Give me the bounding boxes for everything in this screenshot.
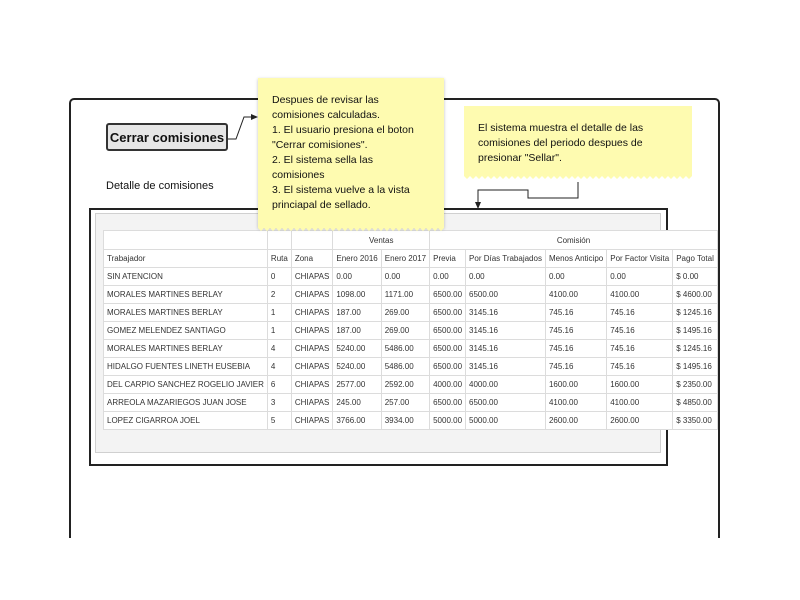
- note-line: comisiones calculadas.: [272, 109, 380, 121]
- connector-right: [477, 182, 579, 202]
- note-line: princiapal de sellado.: [272, 199, 371, 211]
- table-row: MORALES MARTINES BERLAY 2 CHIAPAS 1098.00 11…: [103, 285, 718, 304]
- column-header: Enero 2017: [380, 249, 431, 268]
- cerrar-comisiones-button[interactable]: Cerrar comisiones: [106, 123, 228, 151]
- note-right-zigzag: [464, 176, 692, 179]
- table-body: SIN ATENCION 0 CHIAPAS 0.00 0.00 0.00 0.00 0.00…: [103, 267, 718, 430]
- connector-left: [228, 116, 252, 140]
- table-row: DEL CARPIO SANCHEZ ROGELIO JAVIER 6 CHIAPA…: [103, 375, 718, 394]
- annotation-note-right: El sistema muestra el detalle de las com…: [464, 106, 692, 176]
- note-line: presionar "Sellar".: [478, 152, 562, 164]
- table-cell: LOPEZ CIGARROA JOEL: [103, 411, 268, 430]
- table-cell: 0: [266, 267, 292, 286]
- table-cell: 5000.00: [465, 411, 546, 430]
- table-cell: 2: [266, 285, 292, 304]
- commission-table: Ventas Comisión Trabajador Ruta Zona Enero …: [103, 230, 718, 430]
- table-cell: 5: [266, 411, 292, 430]
- table-cell: 3934.00: [380, 411, 431, 430]
- note-line: comisiones del periodo despues de: [478, 137, 643, 149]
- arrowhead-right: [475, 202, 481, 209]
- table-cell: 2600.00: [544, 411, 608, 430]
- table-wrapper: Ventas Comisión Trabajador Ruta Zona Enero …: [103, 230, 718, 430]
- note-line: "Cerrar comisiones".: [272, 139, 368, 151]
- note-line: Despues de revisar las: [272, 94, 379, 106]
- table-cell: $ 0.00: [672, 267, 718, 286]
- table-row: GOMEZ MELENDEZ SANTIAGO 1 CHIAPAS 187.00 269…: [103, 321, 718, 340]
- annotation-note-left: Despues de revisar las comisiones calcul…: [258, 78, 444, 228]
- table-cell: 2600.00: [606, 411, 674, 430]
- arrowhead-left: [251, 114, 258, 120]
- note-line: El sistema muestra el detalle de las: [478, 122, 644, 134]
- table-row: SIN ATENCION 0 CHIAPAS 0.00 0.00 0.00 0.00 0.00…: [103, 267, 718, 286]
- note-line: 1. El usuario presiona el boton: [272, 124, 414, 136]
- table-cell: 6: [266, 375, 292, 394]
- note-line: 3. El sistema vuelve a la vista: [272, 184, 410, 196]
- table-cell: $ 3350.00: [672, 411, 718, 430]
- table-cell: 5486.00: [380, 339, 431, 358]
- note-line: comisiones: [272, 169, 325, 181]
- note-line: 2. El sistema sella las: [272, 154, 373, 166]
- section-title: Detalle de comisiones: [106, 180, 214, 192]
- table-row: LOPEZ CIGARROA JOEL 5 CHIAPAS 3766.00 3934.0…: [103, 411, 718, 430]
- note-left-zigzag: [258, 228, 444, 231]
- column-header-row: Trabajador Ruta Zona Enero 2016 Enero 2017 Pr…: [103, 249, 718, 268]
